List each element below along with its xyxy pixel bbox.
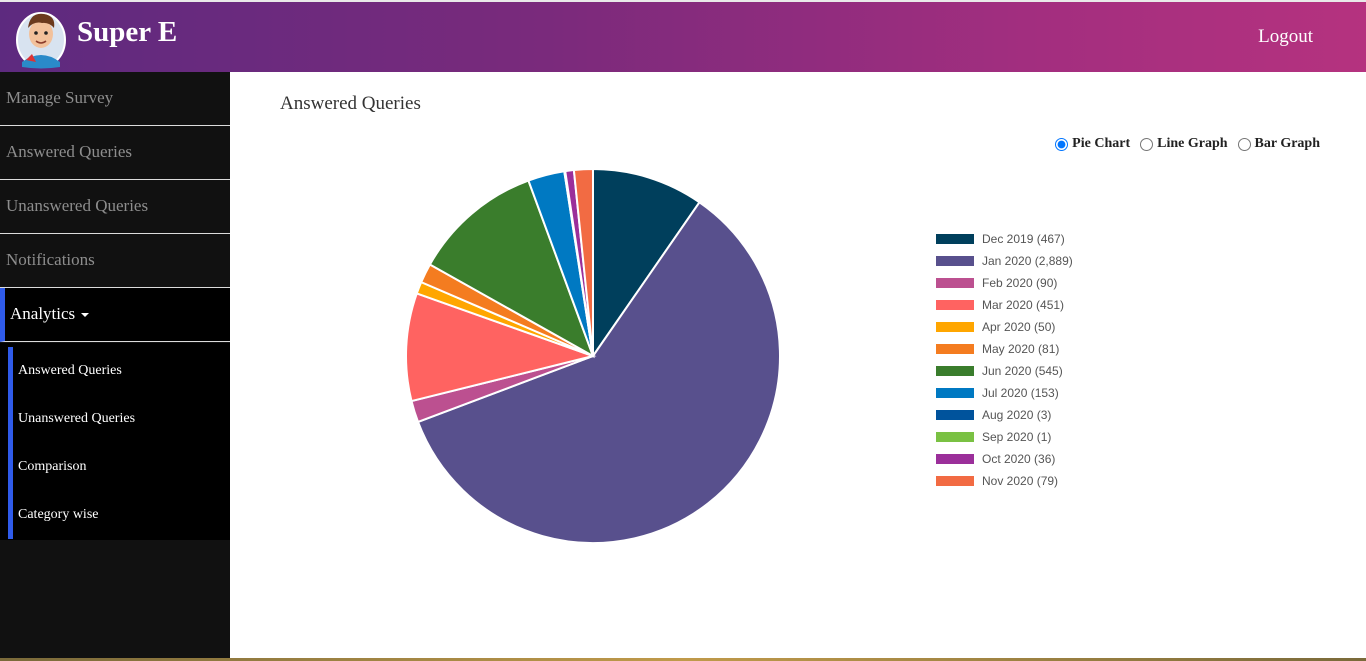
bar-graph-radio[interactable] (1237, 137, 1251, 151)
analytics-submenu: Answered Queries Unanswered Queries Comp… (0, 343, 230, 540)
chart-type-selector: Pie Chart Line Graph Bar Graph (1055, 136, 1320, 152)
legend-item[interactable]: Mar 2020 (451) (936, 294, 1073, 316)
submenu-item-answered-queries[interactable]: Answered Queries (18, 363, 122, 378)
sidebar-item-analytics[interactable]: Analytics (0, 288, 230, 342)
legend-item[interactable]: Jul 2020 (153) (936, 382, 1073, 404)
sidebar-item-manage-survey[interactable]: Manage Survey (0, 72, 230, 126)
legend-label: Jul 2020 (153) (982, 386, 1059, 400)
submenu-item-category-wise[interactable]: Category wise (18, 507, 99, 522)
submenu-accent-bar (8, 347, 13, 539)
caret-down-icon (81, 313, 90, 318)
bar-graph-label: Bar Graph (1254, 136, 1320, 151)
pie-slice-jan-2020[interactable] (416, 200, 781, 544)
legend-item[interactable]: Sep 2020 (1) (936, 426, 1073, 448)
legend-label: Nov 2020 (79) (982, 474, 1059, 488)
legend-label: Jun 2020 (545) (982, 364, 1063, 378)
line-graph-option[interactable]: Line Graph (1140, 136, 1228, 152)
chart-legend: Dec 2019 (467) Jan 2020 (2,889) Feb 2020 (… (936, 228, 1073, 492)
legend-label: Sep 2020 (1) (982, 430, 1052, 444)
legend-swatch (936, 256, 974, 266)
legend-label: Aug 2020 (3) (982, 408, 1052, 422)
brand-title: Super E (77, 16, 178, 48)
sidebar-item-unanswered-queries[interactable]: Unanswered Queries (0, 180, 230, 234)
legend-swatch (936, 454, 974, 464)
legend-label: Apr 2020 (50) (982, 320, 1056, 334)
legend-item[interactable]: Feb 2020 (90) (936, 272, 1073, 294)
pie-slice-nov-2020[interactable] (572, 167, 594, 357)
legend-swatch (936, 322, 974, 332)
legend-item[interactable]: Aug 2020 (3) (936, 404, 1073, 426)
submenu-item-unanswered-queries[interactable]: Unanswered Queries (18, 411, 136, 426)
pie-slice-jun-2020[interactable] (428, 179, 595, 359)
pie-slice-mar-2020[interactable] (405, 292, 597, 403)
sidebar-item-notifications[interactable]: Notifications (0, 234, 230, 288)
legend-item[interactable]: Dec 2019 (467) (936, 228, 1073, 250)
sidebar-item-analytics-label: Analytics (10, 304, 76, 323)
pie-chart (405, 167, 781, 544)
bottom-border (0, 658, 1366, 661)
legend-item[interactable]: Apr 2020 (50) (936, 316, 1073, 338)
sidebar: Manage Survey Answered Queries Unanswere… (0, 72, 230, 661)
line-graph-radio[interactable] (1140, 137, 1154, 151)
pie-chart-radio[interactable] (1055, 137, 1069, 151)
legend-swatch (936, 234, 974, 244)
logout-link[interactable]: Logout (1258, 26, 1313, 47)
legend-swatch (936, 344, 974, 354)
top-header: Super E Logout (0, 0, 1366, 72)
legend-label: Oct 2020 (36) (982, 452, 1056, 466)
legend-swatch (936, 300, 974, 310)
legend-swatch (936, 432, 974, 442)
pie-chart-option[interactable]: Pie Chart (1055, 136, 1130, 152)
user-avatar (16, 12, 66, 69)
legend-swatch (936, 388, 974, 398)
legend-label: May 2020 (81) (982, 342, 1060, 356)
submenu-item-comparison[interactable]: Comparison (18, 459, 87, 474)
legend-item[interactable]: May 2020 (81) (936, 338, 1073, 360)
legend-swatch (936, 410, 974, 420)
legend-item[interactable]: Jan 2020 (2,889) (936, 250, 1073, 272)
legend-label: Jan 2020 (2,889) (982, 254, 1073, 268)
legend-item[interactable]: Oct 2020 (36) (936, 448, 1073, 470)
pie-chart-label: Pie Chart (1072, 136, 1131, 151)
legend-swatch (936, 366, 974, 376)
line-graph-label: Line Graph (1157, 136, 1228, 151)
main-content: Answered Queries Pie Chart Line Graph Ba… (230, 72, 1366, 661)
legend-label: Feb 2020 (90) (982, 276, 1058, 290)
sidebar-item-answered-queries[interactable]: Answered Queries (0, 126, 230, 180)
legend-label: Mar 2020 (451) (982, 298, 1065, 312)
legend-item[interactable]: Jun 2020 (545) (936, 360, 1073, 382)
legend-label: Dec 2019 (467) (982, 232, 1065, 246)
legend-swatch (936, 476, 974, 486)
page-title: Answered Queries (280, 93, 421, 114)
legend-swatch (936, 278, 974, 288)
bar-graph-option[interactable]: Bar Graph (1237, 136, 1320, 152)
legend-item[interactable]: Nov 2020 (79) (936, 470, 1073, 492)
pie-slice-dec-2019[interactable] (592, 167, 701, 360)
